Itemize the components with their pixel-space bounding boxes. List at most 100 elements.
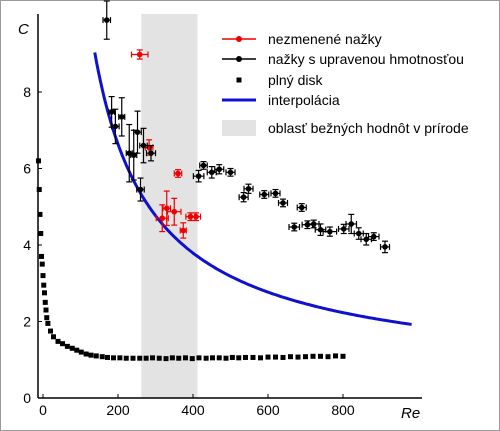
circle-point <box>208 169 215 176</box>
y-tick-label: 0 <box>23 390 31 406</box>
circle-point <box>103 17 110 23</box>
circle-point <box>134 129 141 135</box>
circle-point <box>280 200 286 206</box>
series-1 <box>102 0 391 254</box>
ticks-layer: 0 200 400 600 800 0 2 4 6 8 <box>23 84 355 418</box>
square-point <box>280 354 286 360</box>
legend-marker <box>236 36 242 42</box>
square-point <box>203 355 209 361</box>
square-point <box>130 355 136 361</box>
circle-point <box>171 208 178 215</box>
circle-point <box>370 233 377 240</box>
interpolation-curve <box>93 52 412 326</box>
circle-point <box>304 221 311 228</box>
x-tick-label: 200 <box>106 402 130 418</box>
circle-point <box>355 230 362 237</box>
circle-point <box>310 221 317 227</box>
legend-label: nažky s upravenou hmotnosťou <box>268 51 464 67</box>
square-point <box>51 334 56 340</box>
square-point <box>60 341 65 347</box>
axes-layer <box>37 14 422 399</box>
circle-point <box>340 226 347 232</box>
legend-marker <box>236 56 242 62</box>
circle-point <box>108 109 115 115</box>
square-point <box>45 320 51 326</box>
legend-swatch <box>222 120 256 136</box>
square-point <box>295 354 301 360</box>
circle-point <box>118 114 125 120</box>
square-point <box>169 355 175 361</box>
square-point <box>64 343 70 349</box>
square-point <box>250 354 256 360</box>
y-tick-label: 4 <box>23 237 31 253</box>
square-point <box>196 355 202 361</box>
circle-point <box>136 51 143 58</box>
square-point <box>143 355 149 361</box>
square-point <box>265 354 271 360</box>
square-point <box>41 282 47 288</box>
square-point <box>123 355 129 361</box>
legend: nezmenené nažky nažky s upravenou hmotnos… <box>222 31 469 136</box>
square-point <box>229 354 235 360</box>
error-bar <box>179 222 187 239</box>
circle-point <box>272 190 279 197</box>
square-point <box>55 338 61 344</box>
circle-point <box>180 227 187 234</box>
square-point <box>88 352 94 358</box>
square-point <box>74 347 80 353</box>
error-bar <box>225 167 236 177</box>
square-point <box>99 354 105 360</box>
square-point <box>48 328 53 334</box>
square-point <box>189 356 195 362</box>
highlight-band <box>141 14 198 398</box>
data-points-layer <box>36 0 391 362</box>
square-point <box>163 356 169 362</box>
y-tick-label: 6 <box>23 161 31 177</box>
square-point <box>318 353 323 359</box>
circle-point <box>382 244 388 250</box>
legend-item: plný disk <box>236 72 323 88</box>
x-axis-title: Re <box>401 405 420 422</box>
highlight-band-layer <box>141 14 198 398</box>
square-point <box>40 273 46 279</box>
square-point <box>117 355 123 361</box>
square-point <box>243 354 248 360</box>
y-axis-title: C <box>18 21 29 38</box>
square-point <box>137 355 143 361</box>
square-point <box>44 315 50 321</box>
square-point <box>340 353 346 359</box>
x-tick-label: 400 <box>181 402 205 418</box>
circle-point <box>175 170 181 177</box>
square-point <box>325 354 331 360</box>
square-point <box>83 351 89 357</box>
square-point <box>176 355 182 361</box>
circle-point <box>216 166 223 173</box>
square-point <box>216 355 222 361</box>
circle-point <box>148 150 154 156</box>
circle-point <box>298 204 305 211</box>
circle-point <box>240 194 247 200</box>
interpolation-layer <box>93 52 412 326</box>
y-tick-label: 8 <box>23 84 31 100</box>
square-point <box>333 353 338 359</box>
circle-point <box>261 191 268 198</box>
legend-label: oblasť bežných hodnôt v prírode <box>268 120 469 136</box>
square-point <box>36 187 42 193</box>
square-point <box>105 354 110 360</box>
square-point <box>39 261 45 267</box>
circle-point <box>195 173 202 179</box>
square-point <box>78 349 84 355</box>
circle-point <box>159 215 166 222</box>
circle-point <box>163 205 170 212</box>
circle-point <box>200 162 207 169</box>
square-point <box>183 355 188 361</box>
circle-point <box>327 228 333 235</box>
circle-point <box>227 169 234 176</box>
legend-marker <box>236 77 242 83</box>
circle-point <box>317 226 324 233</box>
circle-point <box>245 185 252 192</box>
circle-point <box>193 213 199 220</box>
circle-point <box>291 224 298 230</box>
